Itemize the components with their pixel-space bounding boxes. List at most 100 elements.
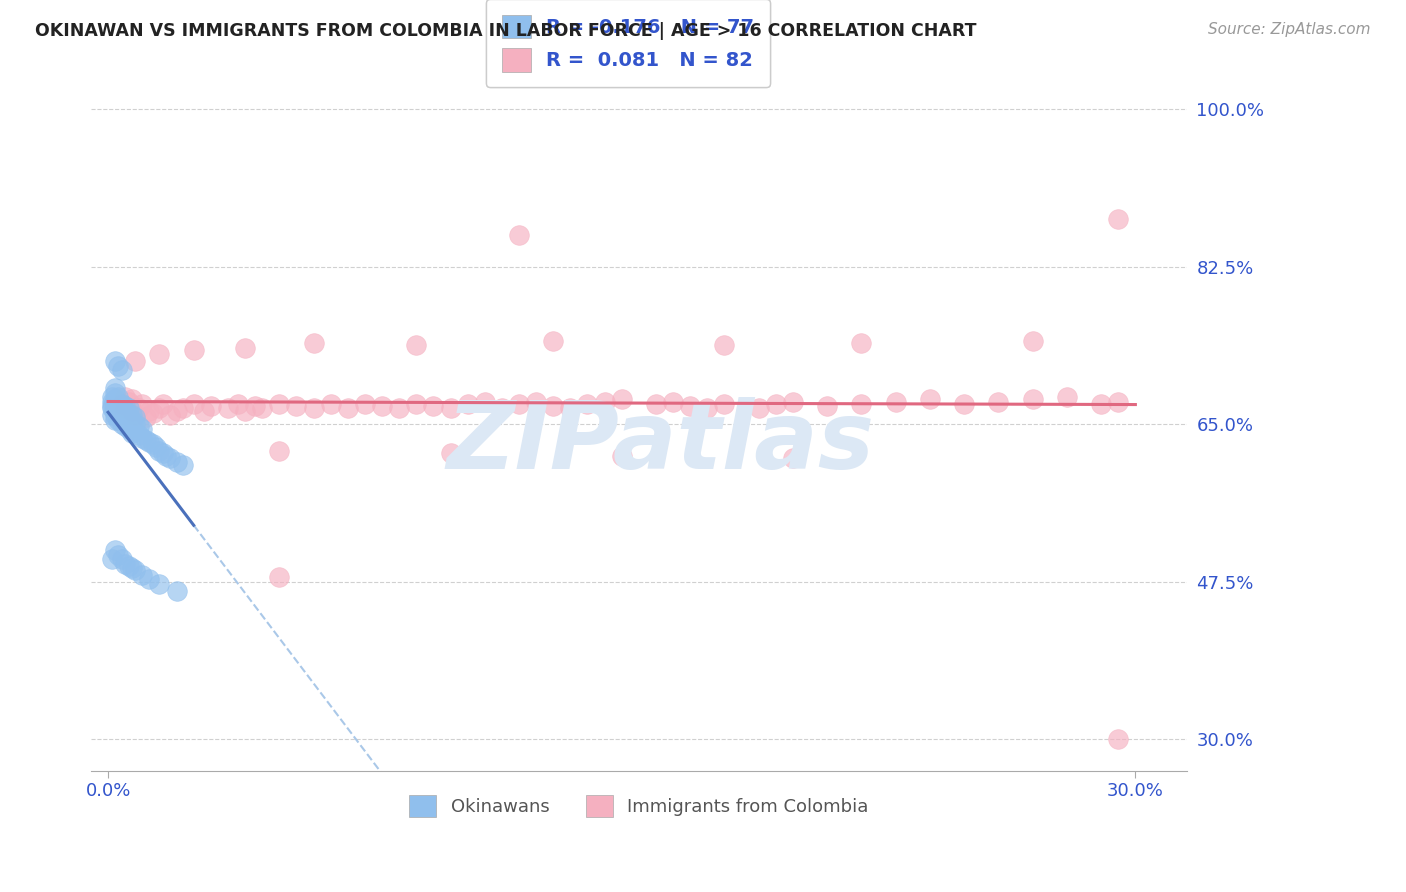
Point — [124, 354, 146, 368]
Point — [131, 431, 153, 445]
Point — [1056, 390, 1078, 404]
Point — [1090, 397, 1112, 411]
Point — [172, 458, 194, 472]
Text: Source: ZipAtlas.com: Source: ZipAtlas.com — [1208, 22, 1371, 37]
Point — [117, 409, 139, 424]
Point — [138, 435, 160, 450]
Point — [159, 451, 181, 466]
Point — [107, 408, 129, 422]
Point — [474, 394, 496, 409]
Point — [104, 354, 127, 368]
Point — [269, 444, 291, 458]
Point — [371, 399, 394, 413]
Point — [111, 552, 134, 566]
Point — [183, 343, 205, 358]
Point — [645, 397, 668, 411]
Point — [111, 417, 134, 431]
Point — [114, 399, 136, 413]
Point — [100, 399, 122, 413]
Point — [148, 577, 170, 591]
Point — [104, 399, 127, 413]
Point — [100, 408, 122, 422]
Point — [114, 409, 136, 424]
Point — [662, 394, 685, 409]
Point — [457, 397, 479, 411]
Point — [148, 401, 170, 415]
Point — [131, 421, 153, 435]
Point — [107, 401, 129, 415]
Point — [302, 401, 325, 415]
Point — [1021, 392, 1043, 406]
Point — [405, 397, 427, 411]
Point — [117, 559, 139, 574]
Point — [107, 548, 129, 562]
Point — [111, 397, 134, 411]
Point — [217, 401, 239, 415]
Point — [100, 394, 122, 409]
Point — [148, 444, 170, 458]
Point — [114, 406, 136, 420]
Point — [107, 390, 129, 404]
Point — [269, 570, 291, 584]
Point — [541, 399, 564, 413]
Point — [245, 399, 267, 413]
Point — [104, 397, 127, 411]
Point — [302, 336, 325, 351]
Point — [114, 390, 136, 404]
Point — [713, 338, 735, 352]
Point — [560, 401, 582, 415]
Point — [145, 440, 167, 454]
Point — [104, 394, 127, 409]
Point — [117, 408, 139, 422]
Point — [117, 417, 139, 431]
Point — [107, 403, 129, 417]
Point — [319, 397, 342, 411]
Point — [121, 561, 143, 575]
Legend: Okinawans, Immigrants from Colombia: Okinawans, Immigrants from Colombia — [402, 788, 876, 824]
Point — [121, 408, 143, 422]
Point — [152, 446, 174, 460]
Point — [100, 390, 122, 404]
Point — [124, 425, 146, 439]
Point — [884, 394, 907, 409]
Point — [128, 401, 150, 415]
Point — [679, 399, 702, 413]
Point — [155, 449, 177, 463]
Point — [124, 417, 146, 431]
Point — [610, 449, 633, 463]
Point — [104, 543, 127, 558]
Point — [121, 418, 143, 433]
Point — [250, 401, 273, 415]
Text: OKINAWAN VS IMMIGRANTS FROM COLOMBIA IN LABOR FORCE | AGE > 16 CORRELATION CHART: OKINAWAN VS IMMIGRANTS FROM COLOMBIA IN … — [35, 22, 977, 40]
Point — [114, 401, 136, 415]
Point — [285, 399, 308, 413]
Point — [422, 399, 444, 413]
Point — [226, 397, 249, 411]
Point — [138, 572, 160, 586]
Point — [142, 406, 165, 420]
Point — [124, 409, 146, 424]
Point — [107, 409, 129, 424]
Point — [233, 403, 256, 417]
Point — [111, 408, 134, 422]
Point — [193, 403, 215, 417]
Point — [1107, 732, 1129, 747]
Point — [117, 401, 139, 415]
Point — [124, 408, 146, 422]
Point — [1107, 211, 1129, 226]
Point — [166, 455, 188, 469]
Point — [388, 401, 411, 415]
Point — [104, 412, 127, 426]
Point — [748, 401, 770, 415]
Point — [135, 409, 157, 424]
Point — [508, 397, 530, 411]
Point — [354, 397, 377, 411]
Point — [121, 412, 143, 426]
Point — [696, 401, 718, 415]
Point — [953, 397, 976, 411]
Point — [111, 401, 134, 415]
Point — [1107, 394, 1129, 409]
Point — [111, 363, 134, 377]
Point — [851, 397, 873, 411]
Point — [610, 392, 633, 406]
